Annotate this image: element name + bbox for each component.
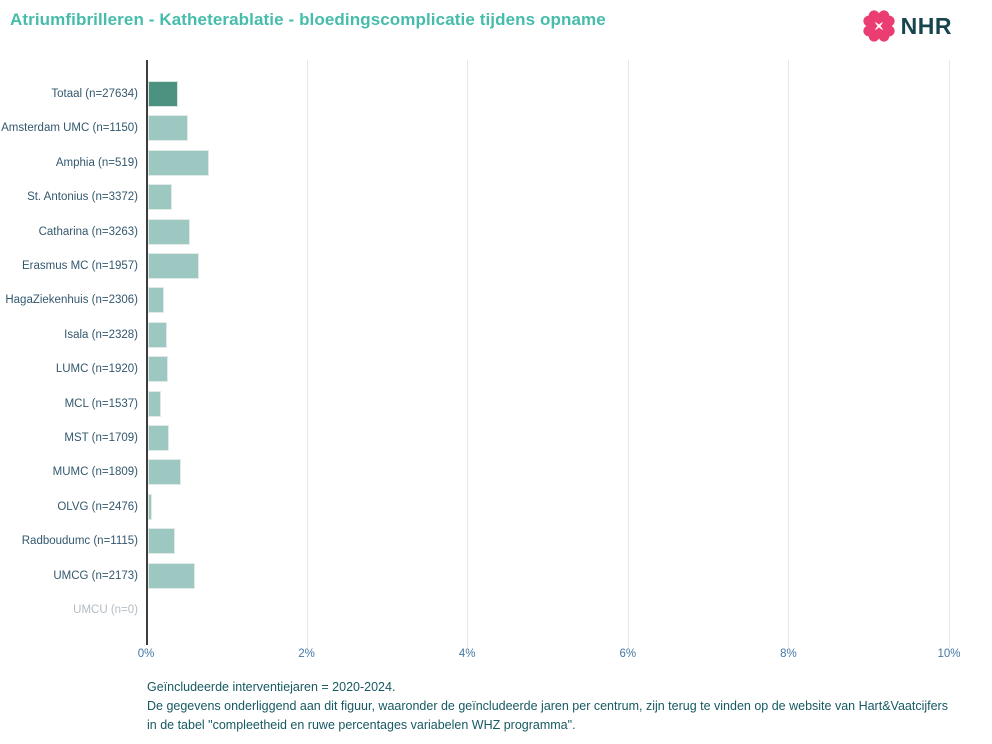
bar-row: HagaZiekenhuis (n=2306)	[0, 283, 992, 317]
bar[interactable]	[147, 528, 175, 555]
bar[interactable]	[147, 562, 195, 589]
category-label: Erasmus MC (n=1957)	[22, 260, 138, 272]
x-tick-label: 4%	[458, 648, 476, 660]
category-label: Amsterdam UMC (n=1150)	[1, 122, 138, 135]
bar[interactable]	[147, 425, 170, 451]
category-label: MUMC (n=1809)	[52, 466, 138, 479]
category-label: LUMC (n=1920)	[55, 363, 138, 376]
x-tick-label: 10%	[937, 648, 961, 660]
category-label: HagaZiekenhuis (n=2306)	[5, 294, 138, 307]
category-label: St. Antonius (n=3372)	[27, 191, 138, 204]
bar[interactable]	[147, 356, 168, 383]
bar[interactable]	[147, 459, 182, 486]
bar-row: MCL (n=1537)	[0, 387, 992, 421]
bar-row: UMCU (n=0)	[0, 593, 992, 627]
nhr-logo: NHR	[860, 7, 952, 45]
bar[interactable]	[147, 149, 209, 176]
bar-row: Amsterdam UMC (n=1150)	[0, 111, 992, 145]
bar-row: MUMC (n=1809)	[0, 455, 992, 489]
category-label: Radboudumc (n=1115)	[21, 535, 138, 548]
bar[interactable]	[147, 321, 167, 348]
category-label: UMCG (n=2173)	[53, 569, 138, 582]
bar[interactable]	[147, 287, 164, 314]
bar-row: Radboudumc (n=1115)	[0, 524, 992, 558]
category-label: MST (n=1709)	[64, 432, 138, 444]
category-label: Catharina (n=3263)	[38, 225, 138, 238]
category-label: Isala (n=2328)	[64, 328, 138, 341]
gridline	[949, 60, 950, 648]
category-label: Totaal (n=27634)	[51, 88, 138, 100]
category-label: MCL (n=1537)	[64, 397, 138, 410]
footnote-line-2: De gegevens onderliggend aan dit figuur,…	[147, 699, 948, 713]
bar[interactable]	[147, 493, 153, 520]
x-tick-label: 0%	[137, 648, 155, 660]
x-tick-label: 2%	[298, 648, 315, 660]
bar-row: Amphia (n=519)	[0, 146, 992, 180]
bar[interactable]	[147, 390, 162, 417]
gridline	[306, 60, 308, 648]
bar[interactable]	[147, 81, 178, 107]
nhr-logo-text: NHR	[900, 12, 952, 39]
category-label: Amphia (n=519)	[55, 156, 138, 169]
footnote-line-3: in de tabel "compleetheid en ruwe percen…	[147, 718, 576, 732]
bar[interactable]	[147, 115, 188, 142]
bar-row: MST (n=1709)	[0, 421, 992, 455]
category-label: UMCU (n=0)	[73, 604, 138, 616]
x-tick-label: 8%	[780, 648, 797, 660]
bar-row: Erasmus MC (n=1957)	[0, 249, 992, 283]
bar[interactable]	[147, 253, 199, 279]
bar-row: OLVG (n=2476)	[0, 490, 992, 524]
gridline	[627, 60, 629, 648]
page-title: Atriumfibrilleren - Katheterablatie - bl…	[10, 10, 606, 29]
gridline	[788, 60, 790, 648]
bar-row: Catharina (n=3263)	[0, 215, 992, 249]
bar[interactable]	[147, 184, 173, 211]
x-tick-label: 6%	[619, 648, 637, 660]
y-axis-line	[146, 60, 148, 645]
bar-row: Isala (n=2328)	[0, 318, 992, 352]
bar[interactable]	[147, 218, 191, 245]
footnote: Geïncludeerde interventiejaren = 2020-20…	[147, 678, 948, 735]
bar-row: LUMC (n=1920)	[0, 352, 992, 386]
gridline	[467, 60, 469, 648]
footnote-line-1: Geïncludeerde interventiejaren = 2020-20…	[147, 680, 396, 694]
bar-row: St. Antonius (n=3372)	[0, 180, 992, 214]
bar-row: UMCG (n=2173)	[0, 559, 992, 593]
bar-row: Totaal (n=27634)	[0, 77, 992, 111]
category-label: OLVG (n=2476)	[57, 500, 138, 513]
